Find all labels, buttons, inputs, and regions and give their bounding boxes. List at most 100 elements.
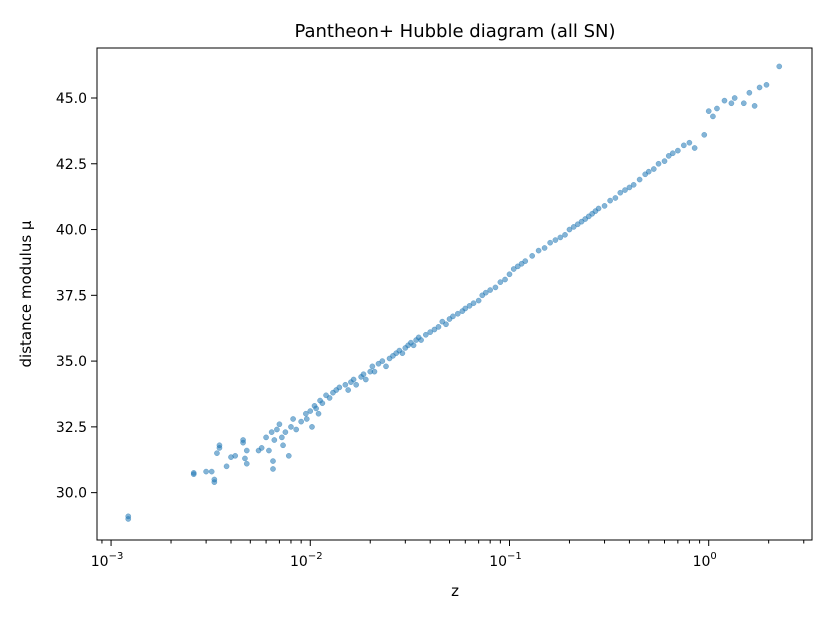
data-point xyxy=(607,197,613,204)
data-point xyxy=(353,381,360,388)
x-tick-label: 10−2 xyxy=(290,551,323,570)
data-point xyxy=(557,234,564,241)
y-tick-label: 30.0 xyxy=(56,486,87,502)
data-point xyxy=(731,95,738,101)
data-point xyxy=(369,363,376,370)
data-point xyxy=(714,105,720,112)
data-point xyxy=(383,363,389,370)
data-point xyxy=(675,147,681,154)
data-point xyxy=(450,313,456,320)
data-point xyxy=(298,418,305,425)
data-point xyxy=(270,458,276,464)
data-point xyxy=(309,424,315,430)
y-tick-label: 35.0 xyxy=(56,354,87,370)
x-tick-label: 10−1 xyxy=(489,551,522,570)
points-layer xyxy=(125,63,783,522)
data-point xyxy=(482,289,489,296)
data-point xyxy=(362,376,369,383)
data-point xyxy=(190,471,197,478)
data-point xyxy=(701,131,708,138)
data-point xyxy=(223,463,230,470)
data-point xyxy=(125,513,132,520)
data-point xyxy=(271,437,278,443)
data-point xyxy=(510,266,517,272)
data-point xyxy=(650,166,657,172)
data-point xyxy=(315,410,322,417)
data-point xyxy=(443,321,449,328)
data-point xyxy=(360,371,367,378)
data-point xyxy=(279,434,285,441)
data-point xyxy=(274,426,280,433)
data-point xyxy=(669,150,676,157)
data-point xyxy=(203,468,209,475)
data-point xyxy=(462,305,469,312)
data-point xyxy=(691,145,698,151)
data-point xyxy=(268,429,275,435)
data-point xyxy=(345,387,352,393)
data-point xyxy=(307,408,314,414)
data-point xyxy=(552,237,559,243)
x-tick-exponent: −3 xyxy=(109,551,124,562)
data-point xyxy=(661,158,668,164)
data-point xyxy=(665,153,672,159)
data-point xyxy=(418,337,424,343)
data-point xyxy=(756,84,763,91)
data-point xyxy=(547,239,554,246)
data-point xyxy=(243,447,250,454)
data-point xyxy=(336,384,343,391)
data-point xyxy=(211,479,218,485)
data-point xyxy=(435,324,442,330)
data-point xyxy=(313,405,319,412)
data-point xyxy=(326,395,333,401)
data-point xyxy=(375,360,382,367)
x-tick-base: 10 xyxy=(290,554,308,570)
data-point xyxy=(285,452,292,459)
chart-title: Pantheon+ Hubble diagram (all SN) xyxy=(294,21,615,42)
data-point xyxy=(655,160,662,167)
data-point xyxy=(410,342,417,349)
data-point xyxy=(680,142,687,149)
data-point xyxy=(290,416,296,422)
data-point xyxy=(645,168,652,175)
data-point xyxy=(293,426,300,433)
data-point xyxy=(636,176,643,183)
data-point xyxy=(466,302,473,309)
data-point xyxy=(502,276,508,283)
data-point xyxy=(288,424,294,430)
data-point xyxy=(282,429,289,435)
y-tick-label: 37.5 xyxy=(56,288,87,304)
x-tick-label: 10−3 xyxy=(91,551,124,570)
data-point xyxy=(243,460,250,467)
data-point xyxy=(427,329,434,335)
y-tick-label: 32.5 xyxy=(56,420,87,436)
data-point xyxy=(574,221,581,228)
data-point xyxy=(350,376,357,383)
y-axis-label: distance modulus μ xyxy=(17,220,35,367)
data-point xyxy=(379,358,386,364)
data-point xyxy=(710,113,716,120)
x-tick-base: 10 xyxy=(693,554,711,570)
plot-frame xyxy=(96,47,813,541)
data-point xyxy=(721,97,728,104)
x-tick-exponent: 0 xyxy=(710,551,716,562)
x-tick-label: 100 xyxy=(693,551,717,570)
data-point xyxy=(232,452,239,459)
data-point xyxy=(601,203,608,209)
data-point xyxy=(617,189,624,196)
x-tick-exponent: −1 xyxy=(507,551,522,562)
data-point xyxy=(776,63,783,70)
data-point xyxy=(728,100,735,107)
x-tick-exponent: −2 xyxy=(308,551,323,562)
x-tick-base: 10 xyxy=(91,554,109,570)
data-point xyxy=(276,421,283,428)
data-point xyxy=(487,287,494,293)
data-point xyxy=(514,263,521,270)
data-point xyxy=(303,416,310,422)
data-point xyxy=(497,279,504,286)
data-point xyxy=(541,245,548,251)
y-tick-label: 42.5 xyxy=(56,157,87,173)
data-point xyxy=(686,139,693,146)
data-point xyxy=(566,226,573,233)
data-point xyxy=(740,100,747,107)
